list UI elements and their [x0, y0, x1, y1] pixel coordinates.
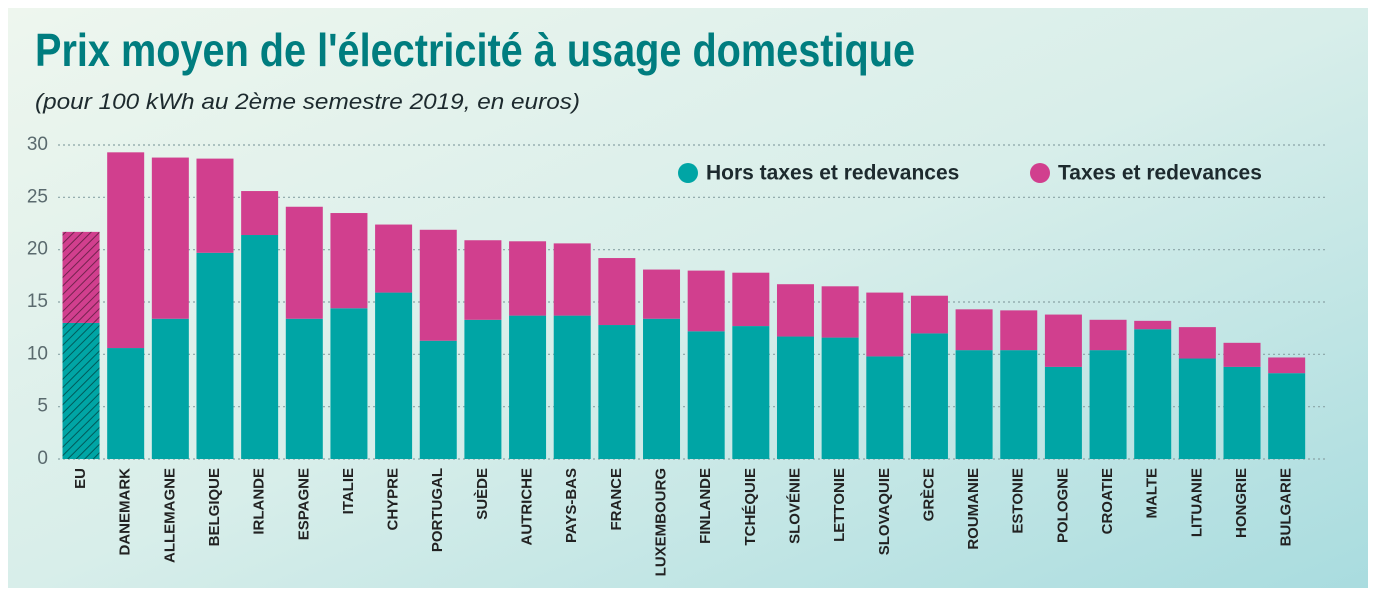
bar-segment [776, 284, 814, 337]
bar-segment [107, 348, 145, 459]
bar-segment [643, 318, 681, 459]
x-tick-label: LETTONIE [831, 468, 848, 542]
y-tick-label: 5 [37, 396, 48, 417]
legend-label: Hors taxes et redevances [706, 162, 959, 185]
bar-segment [866, 356, 904, 459]
legend-marker [678, 163, 698, 183]
x-tick-label: BULGARIE [1278, 468, 1295, 546]
bar-hatch [62, 231, 100, 323]
bar-segment [732, 326, 770, 459]
chart-subtitle: (pour 100 kWh au 2ème semestre 2019, en … [35, 89, 580, 114]
bar-segment [1044, 314, 1082, 367]
x-tick-label: BELGIQUE [206, 468, 223, 546]
bar-segment [1223, 342, 1261, 367]
bar-segment [509, 315, 547, 459]
x-tick-label: DANEMARK [117, 468, 134, 556]
y-tick-label: 0 [37, 448, 48, 469]
x-tick-label: AUTRICHE [519, 468, 536, 546]
x-tick-label: HONGRIE [1233, 468, 1250, 538]
x-tick-label: FINLANDE [697, 468, 714, 544]
bar-segment [955, 350, 993, 459]
bar-segment [1268, 373, 1306, 459]
bar-segment [241, 235, 279, 459]
bar-segment [910, 295, 948, 334]
bar-hatch [62, 322, 100, 459]
x-tick-label: CROATIE [1099, 468, 1116, 534]
bar-segment [241, 191, 279, 236]
bar-segment [866, 292, 904, 357]
bar-segment [687, 270, 725, 332]
y-tick-label: 25 [27, 186, 48, 207]
bar-segment [732, 272, 770, 327]
bar-segment [598, 325, 636, 459]
bar-segment [643, 269, 681, 319]
bar-segment [151, 157, 189, 319]
x-tick-label: IRLANDE [251, 468, 268, 535]
bar-segment [1268, 357, 1306, 374]
x-tick-label: ITALIE [340, 468, 357, 514]
x-tick-label: LUXEMBOURG [652, 468, 669, 576]
bar-segment [1044, 366, 1082, 459]
bar-segment [285, 206, 323, 319]
legend-label: Taxes et redevances [1058, 162, 1262, 185]
bar-segment [509, 241, 547, 316]
bar-segment [375, 292, 413, 459]
bar-segment [151, 318, 189, 459]
bar-segment [1134, 329, 1172, 459]
bar-segment [1178, 358, 1216, 459]
bar-segment [553, 315, 591, 459]
x-tick-label: GRÈCE [920, 468, 937, 521]
bar-segment [419, 340, 457, 459]
bar-segment [285, 318, 323, 459]
x-tick-label: EU [72, 468, 89, 489]
bar-segment [910, 333, 948, 459]
x-tick-label: PORTUGAL [429, 468, 446, 552]
bar-segment [330, 213, 368, 309]
y-tick-label: 30 [27, 134, 48, 155]
bar-segment [1089, 350, 1127, 459]
bar-segment [821, 337, 859, 459]
bar-segment [821, 286, 859, 338]
bar-segment [196, 158, 234, 253]
x-tick-label: SLOVAQUIE [876, 468, 893, 555]
chart-title: Prix moyen de l'électricité à usage dome… [35, 24, 915, 76]
x-tick-label: POLOGNE [1054, 468, 1071, 543]
bar-segment [464, 319, 502, 459]
y-tick-label: 15 [27, 291, 48, 312]
x-tick-label: ESPAGNE [295, 468, 312, 540]
x-tick-label: ROUMANIE [965, 468, 982, 550]
bar-segment [464, 240, 502, 320]
y-tick-label: 10 [27, 343, 48, 364]
bar-segment [1134, 320, 1172, 330]
bar-segment [107, 152, 145, 349]
bar-segment [598, 258, 636, 326]
y-tick-label: 20 [27, 239, 48, 260]
x-tick-label: TCHÉQUIE [742, 468, 759, 546]
bar-segment [776, 336, 814, 459]
x-tick-label: ESTONIE [1010, 468, 1027, 534]
bar-segment [1089, 319, 1127, 351]
bar-segment [196, 252, 234, 459]
x-tick-label: CHYPRE [385, 468, 402, 531]
bar-segment [1178, 327, 1216, 359]
bar-segment [419, 229, 457, 341]
bar-segment [330, 308, 368, 459]
bar-segment [687, 331, 725, 459]
x-tick-label: SUÈDE [474, 468, 491, 520]
bar-segment [375, 224, 413, 293]
bar-segment [1223, 366, 1261, 459]
x-tick-label: LITUANIE [1188, 468, 1205, 537]
bar-segment [955, 309, 993, 351]
bar-segment [1000, 310, 1038, 351]
x-tick-label: FRANCE [608, 468, 625, 531]
bar-segment [1000, 350, 1038, 459]
x-tick-label: SLOVÉNIE [786, 468, 803, 544]
x-tick-label: MALTE [1144, 468, 1161, 519]
bar-segment [553, 243, 591, 316]
x-tick-label: ALLEMAGNE [161, 468, 178, 563]
legend-marker [1030, 163, 1050, 183]
x-tick-label: PAYS-BAS [563, 468, 580, 543]
